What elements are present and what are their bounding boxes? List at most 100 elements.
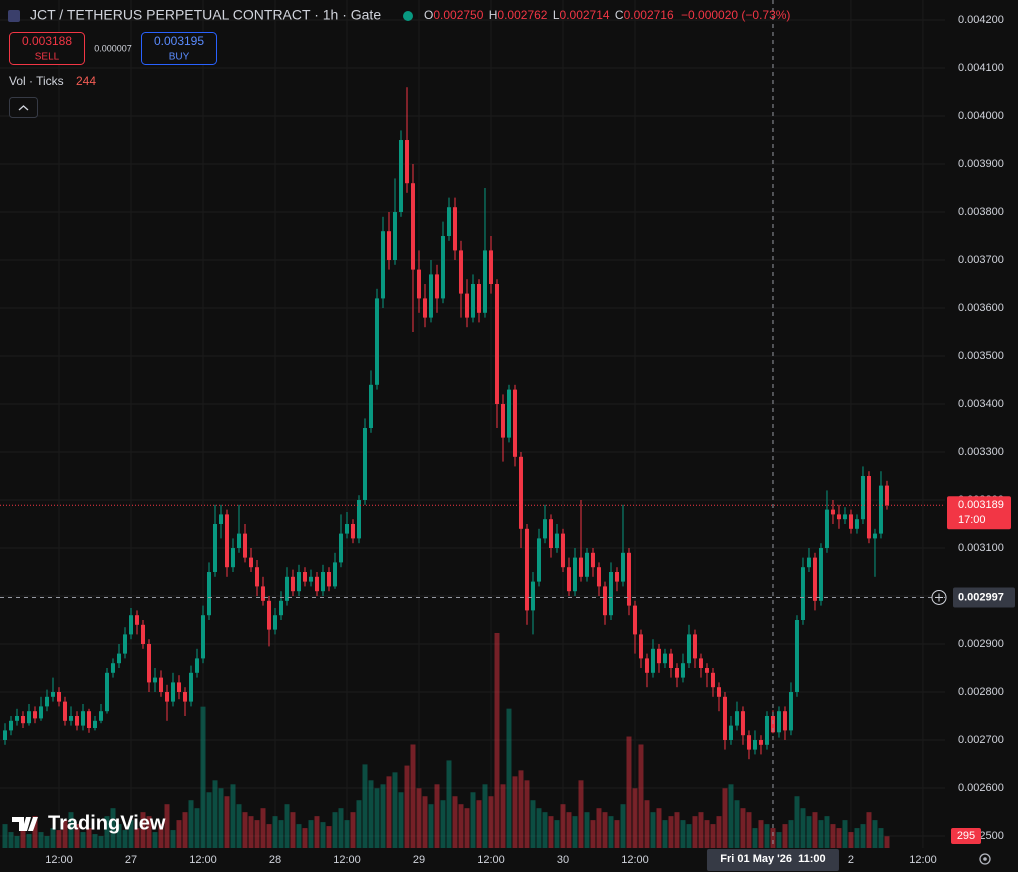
volume-bar [260, 808, 266, 848]
candle-body [830, 509, 835, 515]
candle-body [722, 696, 727, 741]
volume-bar [356, 800, 362, 848]
volume-bar [338, 808, 344, 848]
volume-tag [951, 828, 981, 844]
candle-body [788, 692, 793, 731]
volume-bar [506, 708, 512, 848]
ohlc-key: H [489, 8, 498, 22]
volume-bar [62, 820, 68, 848]
collapse-box[interactable] [9, 97, 38, 118]
sell-button[interactable]: 0.003188 SELL [9, 32, 85, 65]
volume-bar [422, 796, 428, 848]
grid [0, 0, 945, 848]
volume-bar [530, 800, 536, 848]
candle-body [572, 557, 577, 592]
candle-body [704, 668, 709, 673]
candle-body [68, 716, 73, 721]
volume-bar [734, 800, 740, 848]
crosshair-time-label: Fri 01 May '26 11:00 [720, 853, 825, 865]
candle-body [860, 476, 865, 520]
candle-body [314, 576, 319, 592]
candle-body [854, 519, 859, 529]
buy-box[interactable] [141, 32, 217, 65]
candle-body [728, 725, 733, 741]
volume-bar [194, 808, 200, 848]
volume-bar [728, 784, 734, 848]
candle-body [452, 207, 457, 251]
sell-label[interactable]: SELL [35, 52, 60, 63]
volume-bar [620, 804, 626, 848]
add-alert-icon[interactable] [931, 589, 947, 605]
volume-bar [104, 816, 110, 848]
buy-price[interactable]: 0.003195 [154, 34, 204, 48]
ohlc-value: 0.002716 [624, 8, 674, 22]
candle-body [230, 548, 235, 568]
ohlc-key: O [424, 8, 433, 22]
volume-bar [458, 804, 464, 848]
candle-body [806, 557, 811, 568]
volume-bar [110, 808, 116, 848]
candle-body [176, 682, 181, 693]
volume-bar [518, 770, 524, 848]
watermark: TradingView [12, 812, 166, 834]
volume-bar [668, 816, 674, 848]
volume-bar [812, 812, 818, 848]
candle-body [614, 572, 619, 582]
volume-bar [380, 784, 386, 848]
candle-body [134, 615, 139, 625]
symbol-title[interactable]: JCT / TETHERUS PERPETUAL CONTRACT · 1h ·… [30, 7, 381, 23]
volume-bar [596, 808, 602, 848]
candle-body [128, 615, 133, 635]
volume-bar [284, 804, 290, 848]
volume-bar [320, 822, 326, 848]
candle-body [152, 677, 157, 683]
buy-label[interactable]: BUY [169, 52, 190, 63]
buy-button[interactable]: 0.003195 BUY [141, 32, 217, 65]
candle-body [44, 696, 49, 707]
candle-body [698, 658, 703, 669]
collapse-button[interactable] [9, 97, 38, 118]
candle-body [158, 677, 163, 693]
volume-bar [182, 812, 188, 848]
volume-bar [374, 788, 380, 848]
candle-body [776, 711, 781, 733]
candle-body [26, 711, 31, 724]
candle-body [596, 567, 601, 587]
watermark-text: TradingView [48, 812, 166, 834]
candle-body [20, 716, 25, 724]
volume-bar [764, 824, 770, 848]
indicator-name[interactable]: Vol · Ticks [9, 74, 64, 88]
ohlc-key: C [615, 8, 624, 22]
settings-icon[interactable] [979, 853, 991, 865]
candle-body [260, 586, 265, 601]
candle-body [836, 514, 841, 520]
volume-bar [884, 836, 890, 848]
volume-bar [98, 836, 104, 848]
volume-bar [170, 830, 176, 848]
volume-bar [296, 824, 302, 848]
x-tick-label: 12:00 [333, 854, 361, 866]
settings-button[interactable] [979, 853, 991, 865]
candle-body [746, 735, 751, 750]
volume-bar [746, 812, 752, 848]
candle-body [302, 572, 307, 582]
candle-body [812, 557, 817, 601]
volume-bar [698, 812, 704, 848]
volume-bar [428, 804, 434, 848]
volume-bar [860, 824, 866, 848]
y-tick-label: 0.002800 [958, 686, 1004, 698]
sell-box[interactable] [9, 32, 85, 65]
sell-price[interactable]: 0.003188 [22, 34, 72, 48]
volume-bar [554, 820, 560, 848]
candle-body [98, 711, 103, 721]
candle-body [866, 476, 871, 539]
settings-icon-center[interactable] [983, 857, 987, 861]
candle-body [122, 634, 127, 654]
collapse-icon[interactable] [18, 105, 29, 111]
y-tick-label: 0.003900 [958, 158, 1004, 170]
volume-bar [272, 816, 278, 848]
volume-bar [230, 784, 236, 848]
candle-body [818, 548, 823, 601]
volume-bar [8, 832, 14, 848]
